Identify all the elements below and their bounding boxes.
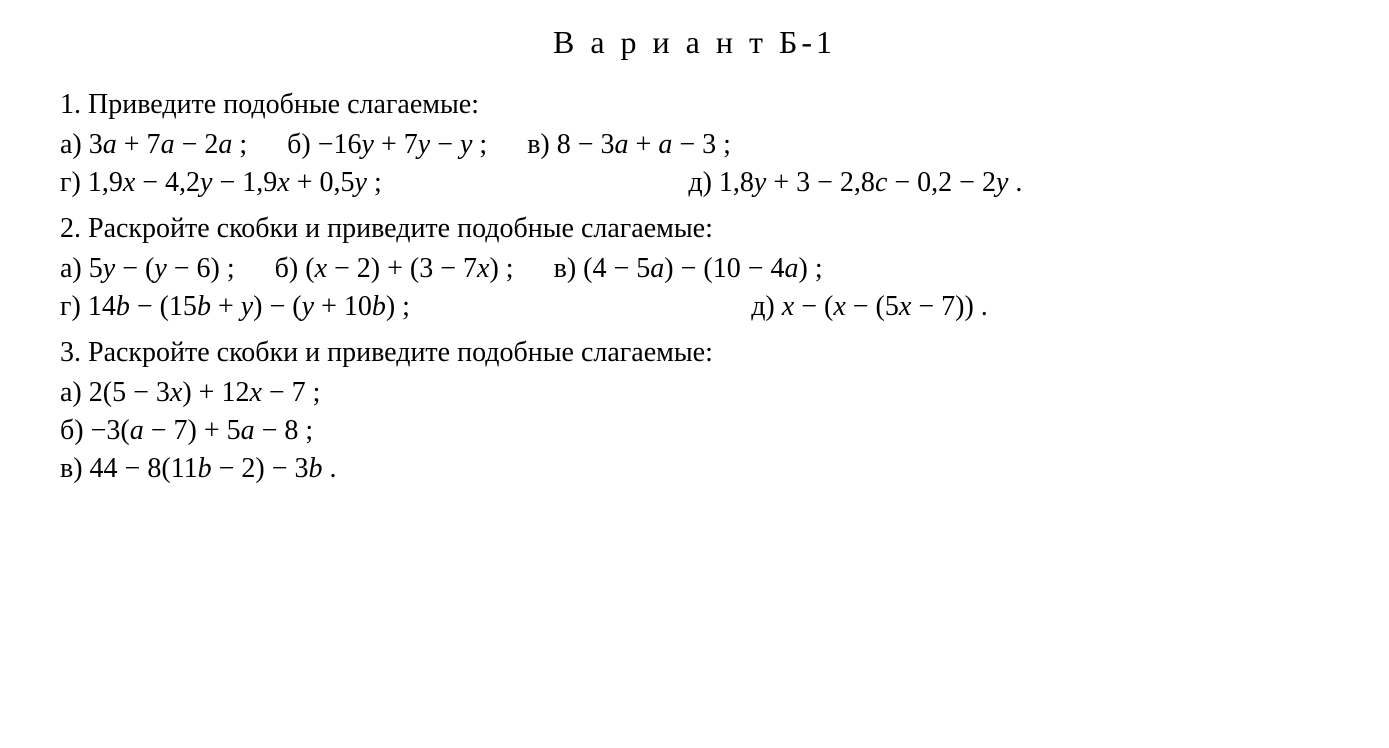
expression-cell: б) −16y + 7y − y ; — [287, 129, 527, 161]
task-row: б) −3(a − 7) + 5a − 8 ; — [60, 415, 1329, 447]
math-expression: 1,9x − 4,2y − 1,9x + 0,5y ; — [88, 167, 382, 198]
expression-cell: г) 14b − (15b + y) − (y + 10b) ; — [60, 291, 751, 323]
subtask-label: в) — [554, 253, 577, 284]
subtask-label: б) — [287, 129, 311, 160]
math-expression: 14b − (15b + y) − (y + 10b) ; — [88, 291, 410, 322]
task-prompt: 3. Раскройте скобки и приведите подобные… — [60, 337, 1329, 369]
tasks-container: 1. Приведите подобные слагаемые:а) 3a + … — [60, 89, 1329, 485]
expression-cell: д) 1,8y + 3 − 2,8c − 0,2 − 2y . — [688, 167, 1329, 199]
task-rows: а) 2(5 − 3x) + 12x − 7 ;б) −3(a − 7) + 5… — [60, 377, 1329, 485]
task-rows: а) 5y − (y − 6) ;б) (x − 2) + (3 − 7x) ;… — [60, 253, 1329, 323]
subtask-label: г) — [60, 167, 81, 198]
expression-cell: г) 1,9x − 4,2y − 1,9x + 0,5y ; — [60, 167, 688, 199]
subtask-label: в) — [60, 453, 83, 484]
subtask-label: д) — [688, 167, 712, 198]
task-row: а) 3a + 7a − 2a ;б) −16y + 7y − y ;в) 8 … — [60, 129, 1329, 161]
task-rows: а) 3a + 7a − 2a ;б) −16y + 7y − y ;в) 8 … — [60, 129, 1329, 199]
math-expression: x − (x − (5x − 7)) . — [782, 291, 988, 322]
expression-cell: а) 2(5 − 3x) + 12x − 7 ; — [60, 377, 360, 409]
task-number: 3. — [60, 337, 81, 368]
task-prompt: 1. Приведите подобные слагаемые: — [60, 89, 1329, 121]
math-expression: −16y + 7y − y ; — [318, 129, 487, 160]
expression-cell: б) (x − 2) + (3 − 7x) ; — [275, 253, 554, 285]
subtask-label: а) — [60, 377, 82, 408]
expression-cell: в) (4 − 5a) − (10 − 4a) ; — [554, 253, 863, 285]
expression-cell: а) 5y − (y − 6) ; — [60, 253, 275, 285]
subtask-label: г) — [60, 291, 81, 322]
task-row: в) 44 − 8(11b − 2) − 3b . — [60, 453, 1329, 485]
math-expression: 3a + 7a − 2a ; — [89, 129, 247, 160]
subtask-label: б) — [60, 415, 84, 446]
page-title: В а р и а н т Б-1 — [60, 24, 1329, 61]
math-expression: (x − 2) + (3 − 7x) ; — [305, 253, 513, 284]
task-row: г) 1,9x − 4,2y − 1,9x + 0,5y ;д) 1,8y + … — [60, 167, 1329, 199]
subtask-label: а) — [60, 129, 82, 160]
expression-cell: в) 8 − 3a + a − 3 ; — [527, 129, 771, 161]
expression-cell: д) x − (x − (5x − 7)) . — [751, 291, 1329, 323]
task-row: г) 14b − (15b + y) − (y + 10b) ;д) x − (… — [60, 291, 1329, 323]
subtask-label: б) — [275, 253, 299, 284]
subtask-label: а) — [60, 253, 82, 284]
task-prompt-text: Раскройте скобки и приведите подобные сл… — [88, 213, 713, 244]
task-prompt-text: Приведите подобные слагаемые: — [88, 89, 479, 120]
expression-cell: а) 3a + 7a − 2a ; — [60, 129, 287, 161]
math-expression: 5y − (y − 6) ; — [89, 253, 235, 284]
math-expression: 8 − 3a + a − 3 ; — [557, 129, 731, 160]
math-expression: 1,8y + 3 − 2,8c − 0,2 − 2y . — [719, 167, 1023, 198]
task-row: а) 5y − (y − 6) ;б) (x − 2) + (3 − 7x) ;… — [60, 253, 1329, 285]
task-number: 1. — [60, 89, 81, 120]
subtask-label: в) — [527, 129, 550, 160]
math-expression: 44 − 8(11b − 2) − 3b . — [90, 453, 337, 484]
task-prompt: 2. Раскройте скобки и приведите подобные… — [60, 213, 1329, 245]
subtask-label: д) — [751, 291, 775, 322]
task-number: 2. — [60, 213, 81, 244]
expression-cell: б) −3(a − 7) + 5a − 8 ; — [60, 415, 353, 447]
expression-cell: в) 44 − 8(11b − 2) − 3b . — [60, 453, 377, 485]
math-expression: 2(5 − 3x) + 12x − 7 ; — [89, 377, 321, 408]
math-expression: −3(a − 7) + 5a − 8 ; — [91, 415, 314, 446]
math-expression: (4 − 5a) − (10 − 4a) ; — [583, 253, 822, 284]
task-row: а) 2(5 − 3x) + 12x − 7 ; — [60, 377, 1329, 409]
task-prompt-text: Раскройте скобки и приведите подобные сл… — [88, 337, 713, 368]
